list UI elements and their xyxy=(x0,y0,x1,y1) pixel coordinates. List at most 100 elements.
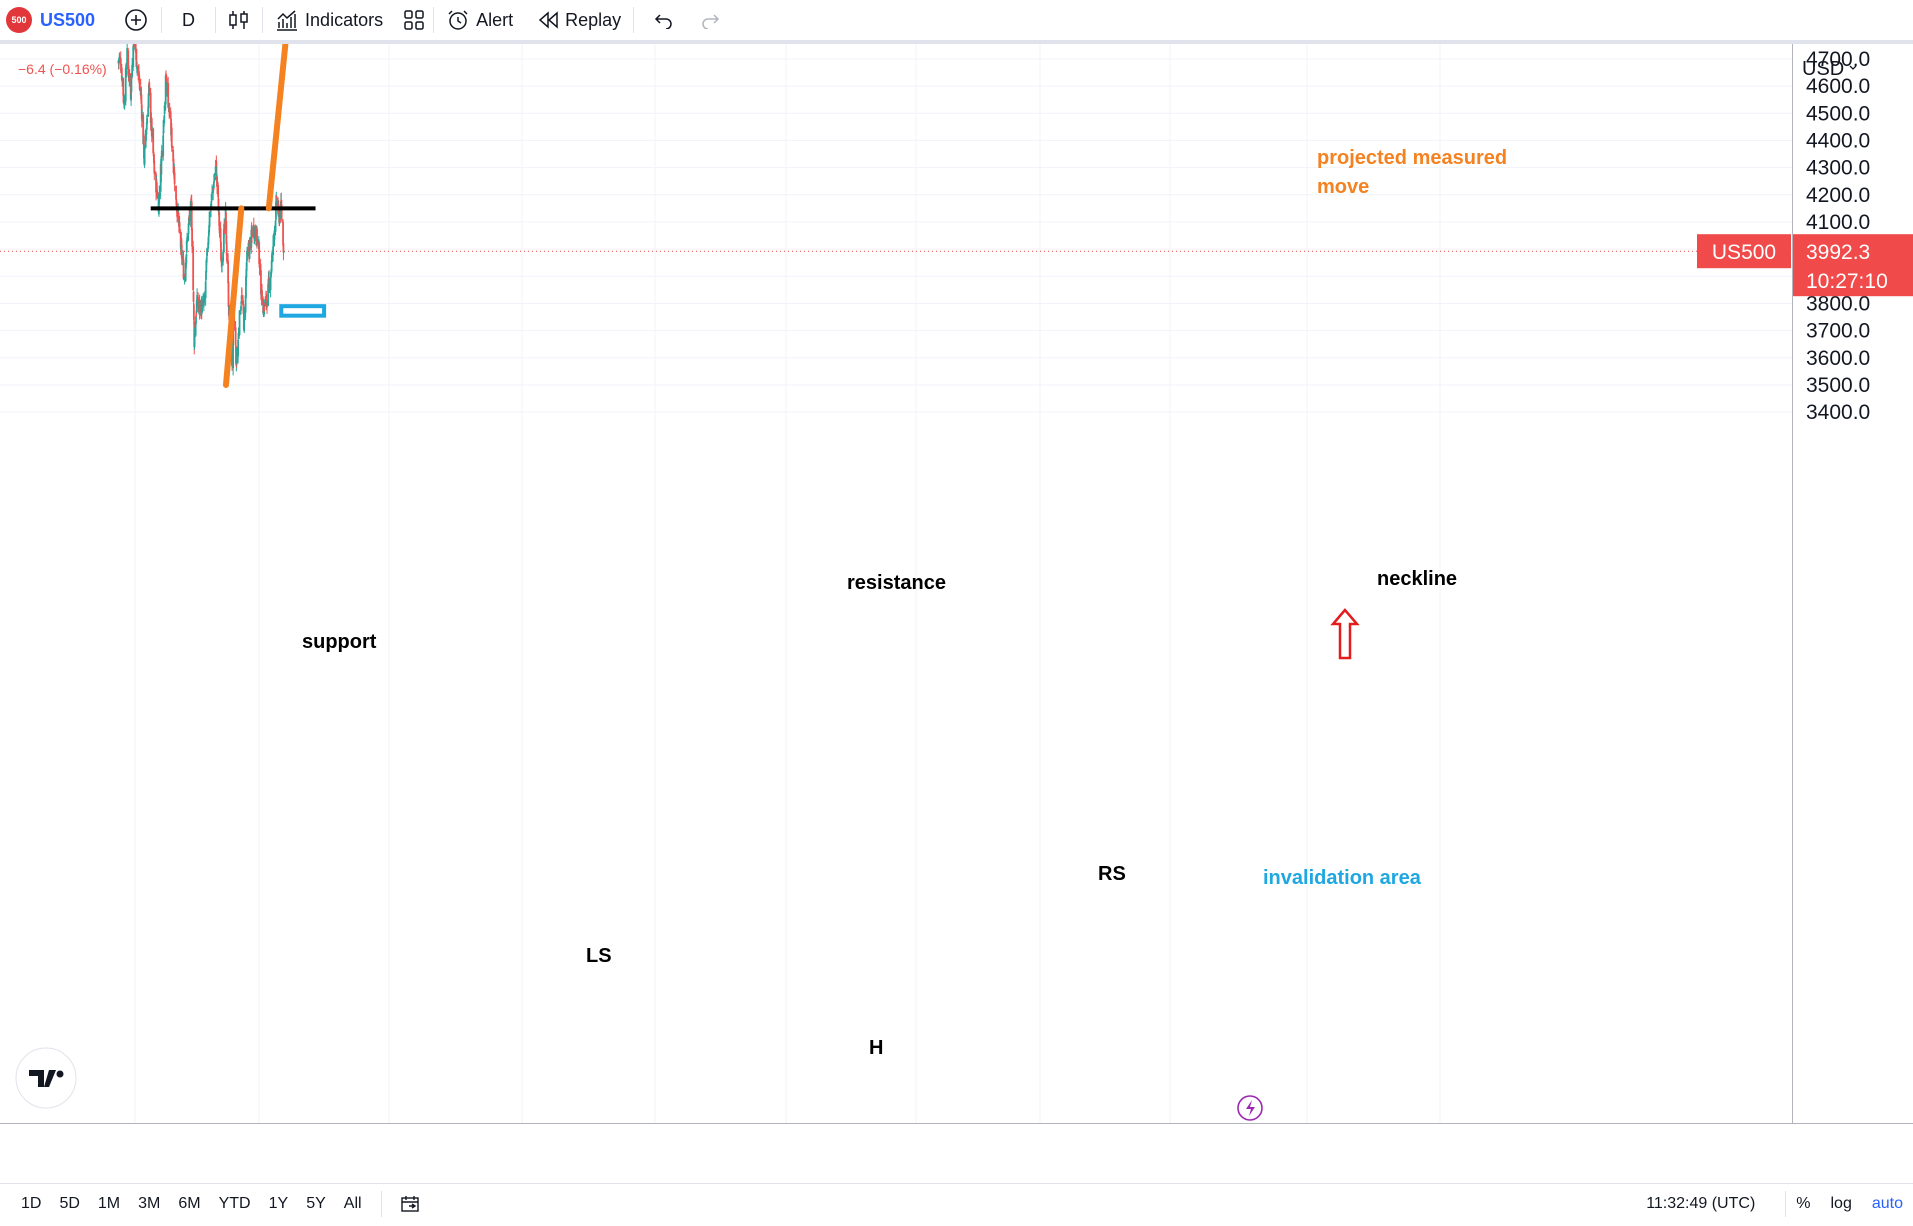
range-button-ytd[interactable]: YTD xyxy=(218,1195,251,1212)
candle-body xyxy=(241,296,243,300)
range-button-1m[interactable]: 1M xyxy=(97,1195,121,1212)
percent-toggle[interactable]: % xyxy=(1796,1195,1811,1212)
range-button-1d[interactable]: 1D xyxy=(21,1195,42,1212)
candle-body xyxy=(166,82,169,91)
candle-body xyxy=(233,321,236,326)
currency-button[interactable]: USD xyxy=(1802,58,1844,80)
date-range-buttons: 1D 5D 1M 3M 6M YTD 1Y 5Y All xyxy=(0,1195,371,1213)
last-price-badge xyxy=(1793,234,1913,297)
up-arrow-icon xyxy=(1330,608,1360,660)
compare-button[interactable] xyxy=(95,0,161,42)
rs-label: RS xyxy=(1098,863,1126,885)
indicators-button[interactable]: Indicators xyxy=(263,0,395,42)
range-button-3m[interactable]: 3M xyxy=(138,1195,161,1212)
candle-body xyxy=(147,93,150,108)
candle-body xyxy=(161,151,164,156)
candle-body xyxy=(196,295,198,303)
candle-body xyxy=(126,48,129,64)
candle-body xyxy=(212,187,215,190)
interval-label: D xyxy=(182,9,196,30)
candle-body xyxy=(167,83,170,108)
candle-body xyxy=(201,301,203,313)
invalidation-label: invalidation area xyxy=(1263,867,1422,889)
chart-area[interactable]: support resistance neckline LS H RS projected … xyxy=(0,0,1913,1162)
candle-body xyxy=(130,75,133,93)
range-button-1y[interactable]: 1Y xyxy=(268,1195,289,1212)
candle-body xyxy=(151,128,154,136)
candle-body xyxy=(186,240,188,243)
candle-body xyxy=(188,216,191,220)
candle-body xyxy=(254,226,257,238)
candle-body xyxy=(237,339,240,357)
price-tick-label: 4600.0 xyxy=(1806,75,1870,98)
events-button[interactable] xyxy=(1237,1095,1263,1121)
candle-body xyxy=(244,295,247,313)
candle-body xyxy=(268,282,271,289)
replay-button[interactable]: Replay xyxy=(525,0,633,42)
range-button-all[interactable]: All xyxy=(343,1195,362,1212)
candle-body xyxy=(222,229,225,252)
symbol-search-button[interactable]: US500 xyxy=(40,9,96,30)
price-axis[interactable]: 4900.04800.04700.04600.04500.04400.04300… xyxy=(1806,0,1870,424)
replay-icon xyxy=(538,11,558,29)
layout-grid-icon xyxy=(404,10,424,30)
lightning-bolt xyxy=(1246,1100,1255,1116)
interval-button[interactable]: D xyxy=(162,0,215,42)
candle-body xyxy=(282,243,285,253)
candle-body xyxy=(236,354,238,363)
redo-button[interactable] xyxy=(688,0,732,42)
tradingview-logo-icon xyxy=(15,1047,77,1109)
plus-circle-icon xyxy=(125,9,147,31)
redo-icon xyxy=(702,14,720,29)
last-price-tag: US500 3992.3 10:27:10 xyxy=(1697,234,1913,297)
candle-body xyxy=(120,67,123,80)
candle-body xyxy=(146,117,149,124)
range-button-6m[interactable]: 6M xyxy=(178,1195,201,1212)
candle-body xyxy=(261,290,263,306)
candle-body xyxy=(216,176,218,187)
price-tick-label: 4300.0 xyxy=(1806,157,1870,180)
candle-body xyxy=(274,220,277,232)
auto-scale-toggle[interactable]: auto xyxy=(1871,1195,1903,1212)
candle-body xyxy=(217,198,220,212)
range-button-5d[interactable]: 5D xyxy=(59,1195,80,1212)
alert-button[interactable]: Alert xyxy=(434,0,525,42)
candle-body xyxy=(197,296,200,308)
go-to-date-button[interactable] xyxy=(392,1182,428,1226)
candle-body xyxy=(170,127,173,147)
alert-label: Alert xyxy=(476,9,514,30)
candle-body xyxy=(138,79,141,85)
tv-logo-dot xyxy=(56,1070,64,1078)
candle-body xyxy=(189,201,192,222)
chart-type-button[interactable] xyxy=(216,0,262,42)
candle-body xyxy=(121,77,124,81)
candle-body xyxy=(208,211,211,227)
candle-body xyxy=(248,243,251,259)
candle-body xyxy=(220,241,222,261)
last-price-value: 3992.3 xyxy=(1806,241,1870,264)
tradingview-logo[interactable] xyxy=(15,1047,77,1109)
candle-body xyxy=(212,181,215,189)
layouts-button[interactable] xyxy=(395,0,433,42)
candle-body xyxy=(136,65,139,69)
h-label: H xyxy=(869,1037,883,1059)
utc-clock[interactable]: 11:32:49 (UTC) xyxy=(1646,1195,1756,1212)
price-tick-label: 3500.0 xyxy=(1806,374,1870,397)
candle-body xyxy=(184,262,187,281)
candle-body xyxy=(192,304,195,320)
candle-body xyxy=(158,195,160,215)
log-toggle[interactable]: log xyxy=(1830,1195,1852,1212)
price-chart[interactable]: support resistance neckline LS H RS projected … xyxy=(0,0,1913,1162)
undo-button[interactable] xyxy=(634,0,688,42)
candle-body xyxy=(183,278,186,281)
candle-body xyxy=(258,265,261,268)
candle-body xyxy=(128,73,131,82)
candle-body xyxy=(147,106,150,117)
candle-body xyxy=(192,291,195,302)
candle-body xyxy=(256,228,258,244)
range-button-5y[interactable]: 5Y xyxy=(306,1195,326,1212)
candle-body xyxy=(162,120,165,134)
candle-body xyxy=(268,277,271,281)
candle-body xyxy=(263,303,266,307)
candle-body xyxy=(198,299,201,312)
